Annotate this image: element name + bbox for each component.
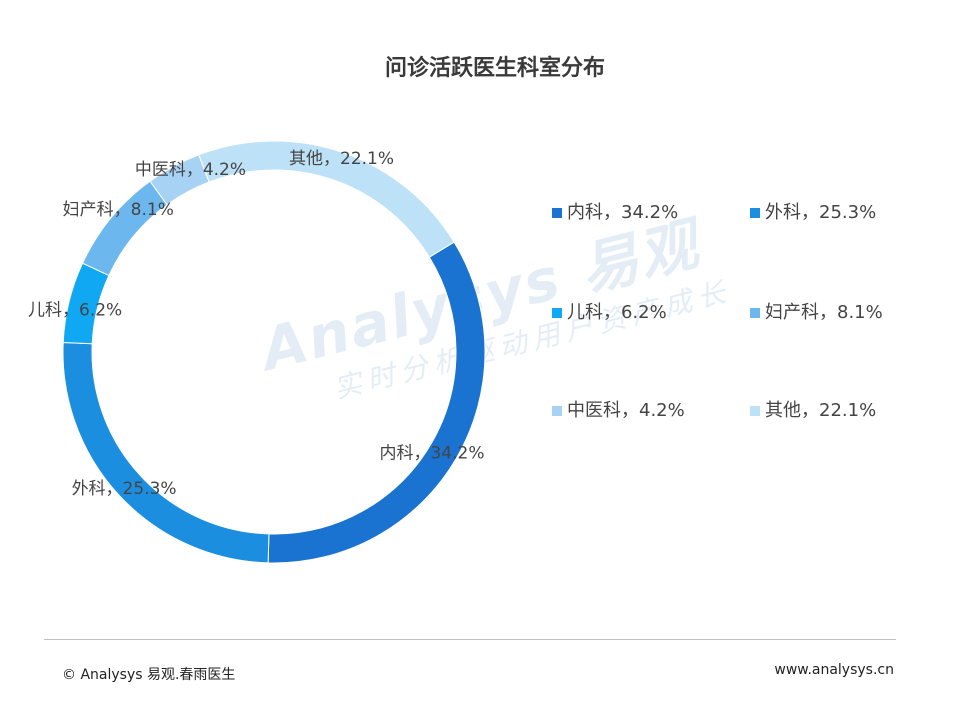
slice-内科: [267, 241, 486, 564]
footer-website: www.analysys.cn: [774, 662, 894, 678]
footer-divider: [44, 639, 896, 640]
slice-妇产科: [81, 180, 168, 277]
legend-label-内科: 内科，34.2%: [567, 202, 679, 223]
footer-copyright: © Analysys 易观.春雨医生: [62, 667, 236, 683]
slice-外科: [62, 341, 270, 564]
legend-swatch-中医科: [552, 406, 562, 416]
legend-swatch-外科: [750, 208, 760, 218]
slice-其他: [198, 140, 455, 258]
slice-label-妇产科: 妇产科，8.1%: [63, 200, 174, 220]
legend-swatch-妇产科: [750, 308, 760, 318]
legend-label-其他: 其他，22.1%: [765, 400, 877, 421]
slice-label-中医科: 中医科，4.2%: [135, 160, 246, 180]
legend-swatch-其他: [750, 406, 760, 416]
slice-label-儿科: 儿科，6.2%: [28, 300, 122, 320]
slice-label-内科: 内科，34.2%: [379, 444, 484, 464]
chart-title: 问诊活跃医生科室分布: [384, 56, 605, 81]
legend-swatch-内科: [552, 208, 562, 218]
legend-swatch-儿科: [552, 308, 562, 318]
slice-label-外科: 外科，25.3%: [72, 479, 177, 499]
legend-label-儿科: 儿科，6.2%: [567, 302, 667, 323]
slice-label-其他: 其他，22.1%: [289, 149, 394, 169]
legend-label-中医科: 中医科，4.2%: [567, 400, 685, 421]
legend-label-外科: 外科，25.3%: [765, 202, 877, 223]
legend-label-妇产科: 妇产科，8.1%: [765, 302, 883, 323]
